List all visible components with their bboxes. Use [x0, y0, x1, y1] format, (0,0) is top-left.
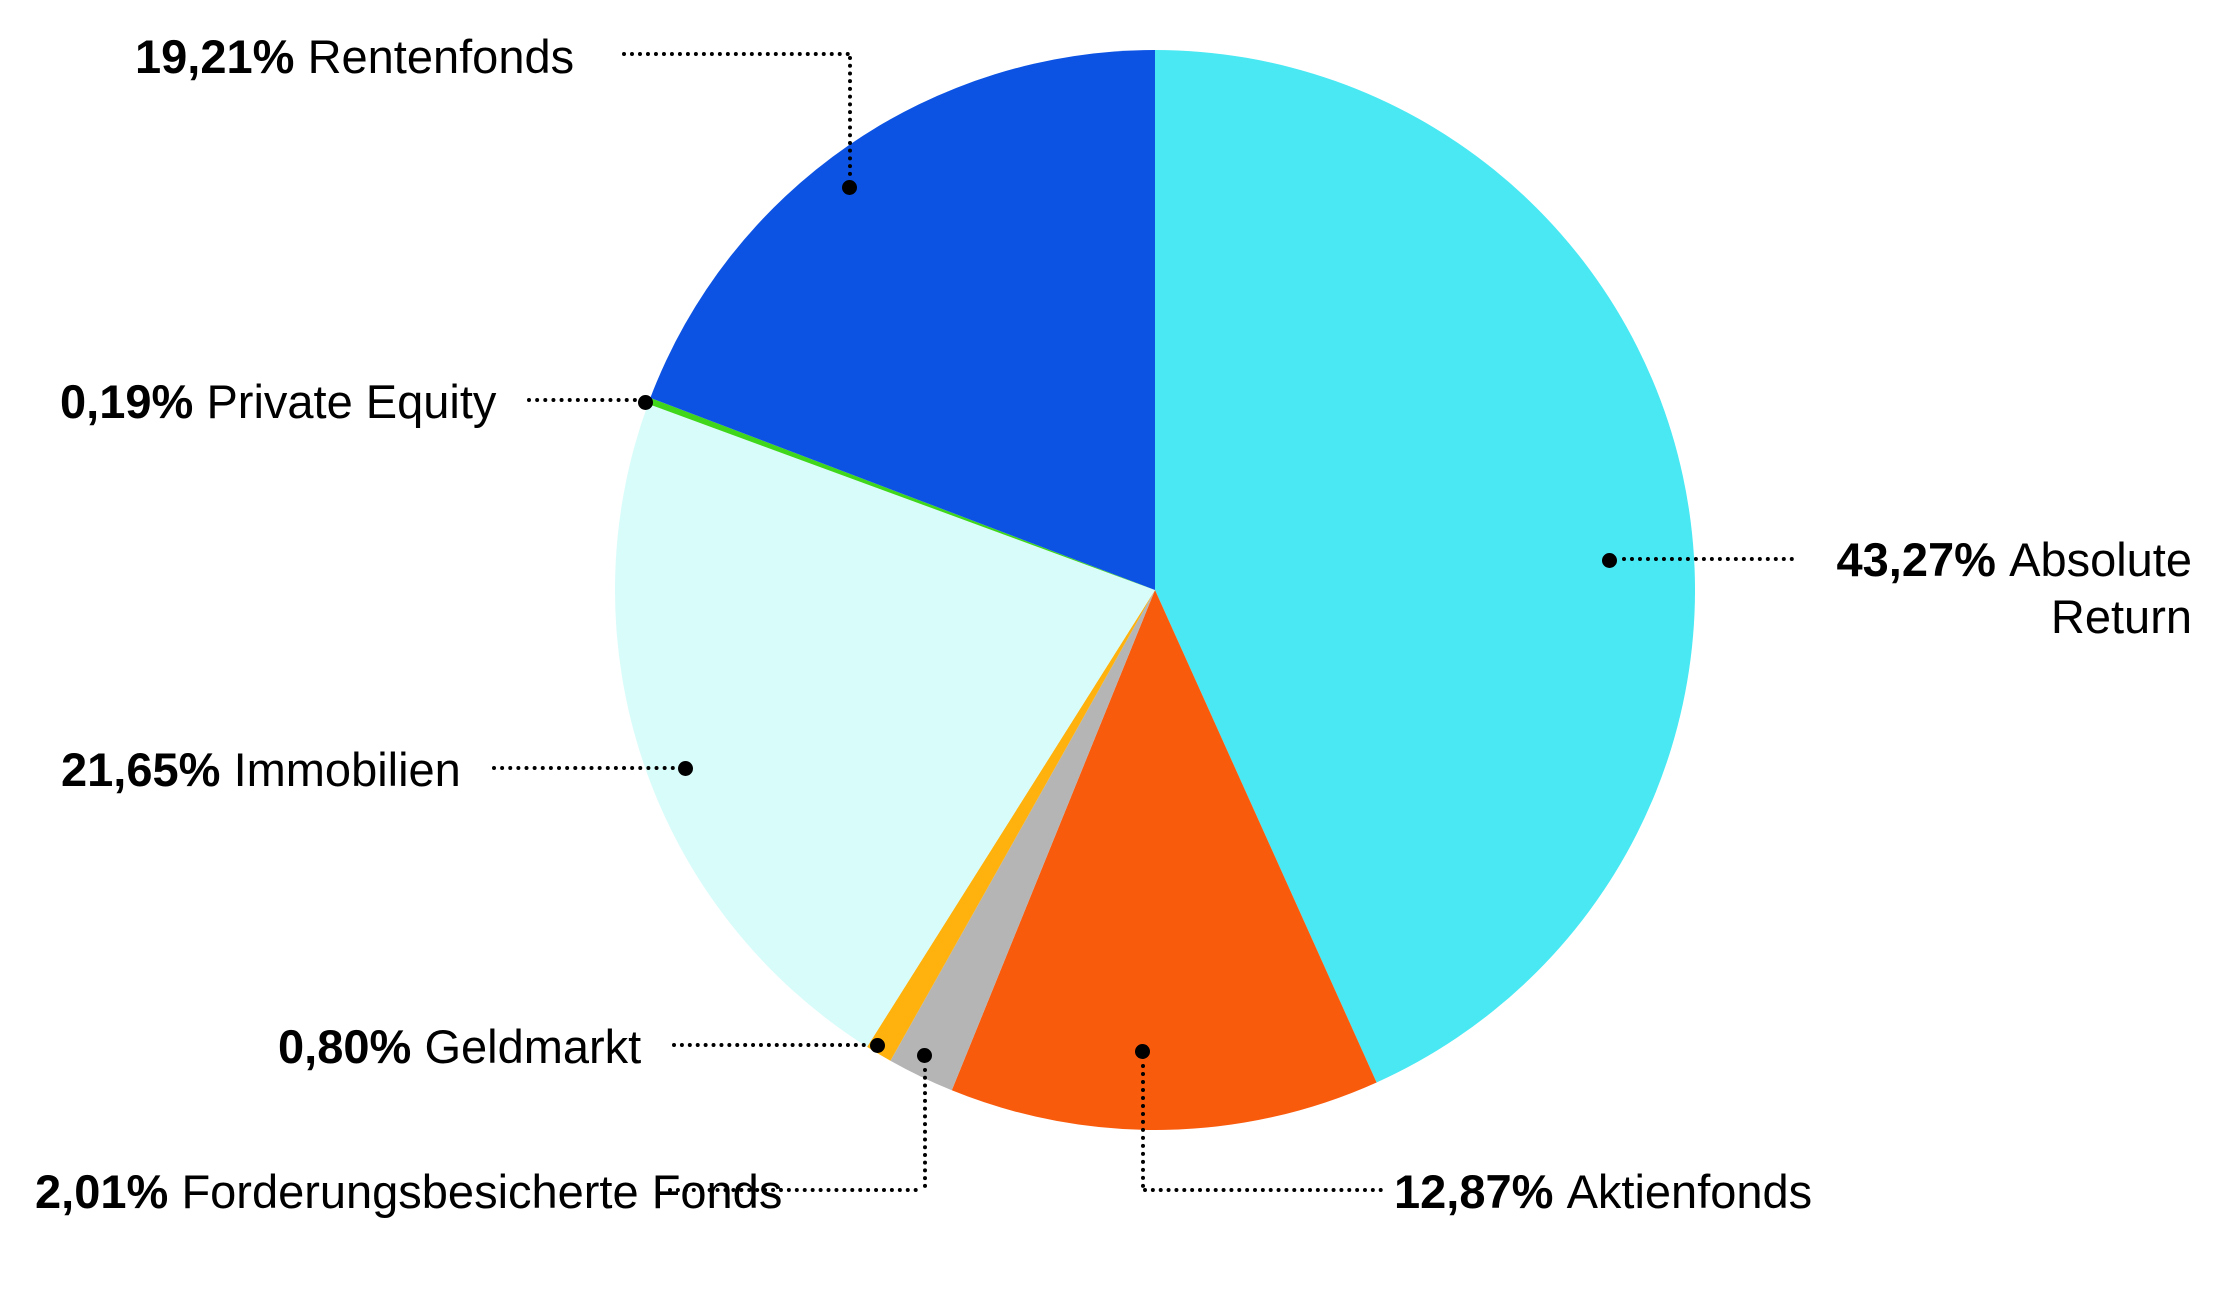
callout-geldmarkt-value: 0,80% [278, 1020, 412, 1073]
callout-forderungsbesicherte-fonds-value: 2,01% [35, 1165, 169, 1218]
pie-slice-aktienfonds [951, 590, 1377, 1130]
leader-dot-rentenfonds [842, 180, 857, 195]
callout-absolute-return-label: Absolute Return [2009, 533, 2192, 643]
pie-chart [615, 50, 1695, 1130]
leader-line-rentenfonds-h [622, 52, 850, 56]
callout-immobilien-value: 21,65% [61, 743, 221, 796]
leader-line-private-equity [527, 398, 637, 402]
leader-line-forderungsbesicherte-v [923, 1068, 927, 1188]
leader-line-forderungsbesicherte-h [668, 1188, 918, 1192]
pie-slice-geldmarkt [867, 590, 1155, 1061]
callout-rentenfonds-value: 19,21% [135, 30, 295, 83]
callout-geldmarkt: 0,80% Geldmarkt [278, 1018, 641, 1075]
pie-slice-private-equity [648, 397, 1155, 590]
leader-line-aktienfonds-v [1141, 1064, 1145, 1188]
leader-line-immobilien [492, 766, 675, 770]
callout-private-equity: 0,19% Private Equity [60, 373, 496, 430]
leader-line-absolute-return [1622, 557, 1794, 561]
callout-private-equity-value: 0,19% [60, 375, 194, 428]
leader-dot-geldmarkt [870, 1038, 885, 1053]
callout-aktienfonds-value: 12,87% [1394, 1165, 1554, 1218]
leader-dot-immobilien [678, 761, 693, 776]
callout-absolute-return-value: 43,27% [1836, 533, 1996, 586]
leader-line-rentenfonds-v [848, 56, 852, 176]
leader-line-aktienfonds-h [1143, 1188, 1383, 1192]
pie-slice-forderungsbesicherte-fonds [890, 590, 1155, 1091]
callout-rentenfonds: 19,21% Rentenfonds [135, 28, 574, 85]
leader-dot-absolute-return [1602, 553, 1617, 568]
callout-immobilien: 21,65% Immobilien [61, 741, 461, 798]
callout-absolute-return: 43,27% Absolute Return [1800, 531, 2192, 645]
callout-aktienfonds-label: Aktienfonds [1566, 1165, 1813, 1218]
pie-slice-absolute-return [1155, 50, 1695, 1083]
leader-dot-forderungsbesicherte [917, 1048, 932, 1063]
pie-slice-immobilien [615, 403, 1155, 1047]
leader-dot-private-equity [638, 395, 653, 410]
callout-immobilien-label: Immobilien [233, 743, 461, 796]
callout-geldmarkt-label: Geldmarkt [424, 1020, 642, 1073]
leader-dot-aktienfonds [1135, 1044, 1150, 1059]
callout-rentenfonds-label: Rentenfonds [307, 30, 575, 83]
callout-private-equity-label: Private Equity [206, 375, 497, 428]
pie-slice-rentenfonds [650, 50, 1155, 590]
leader-line-geldmarkt [672, 1043, 866, 1047]
callout-aktienfonds: 12,87% Aktienfonds [1394, 1163, 1812, 1220]
